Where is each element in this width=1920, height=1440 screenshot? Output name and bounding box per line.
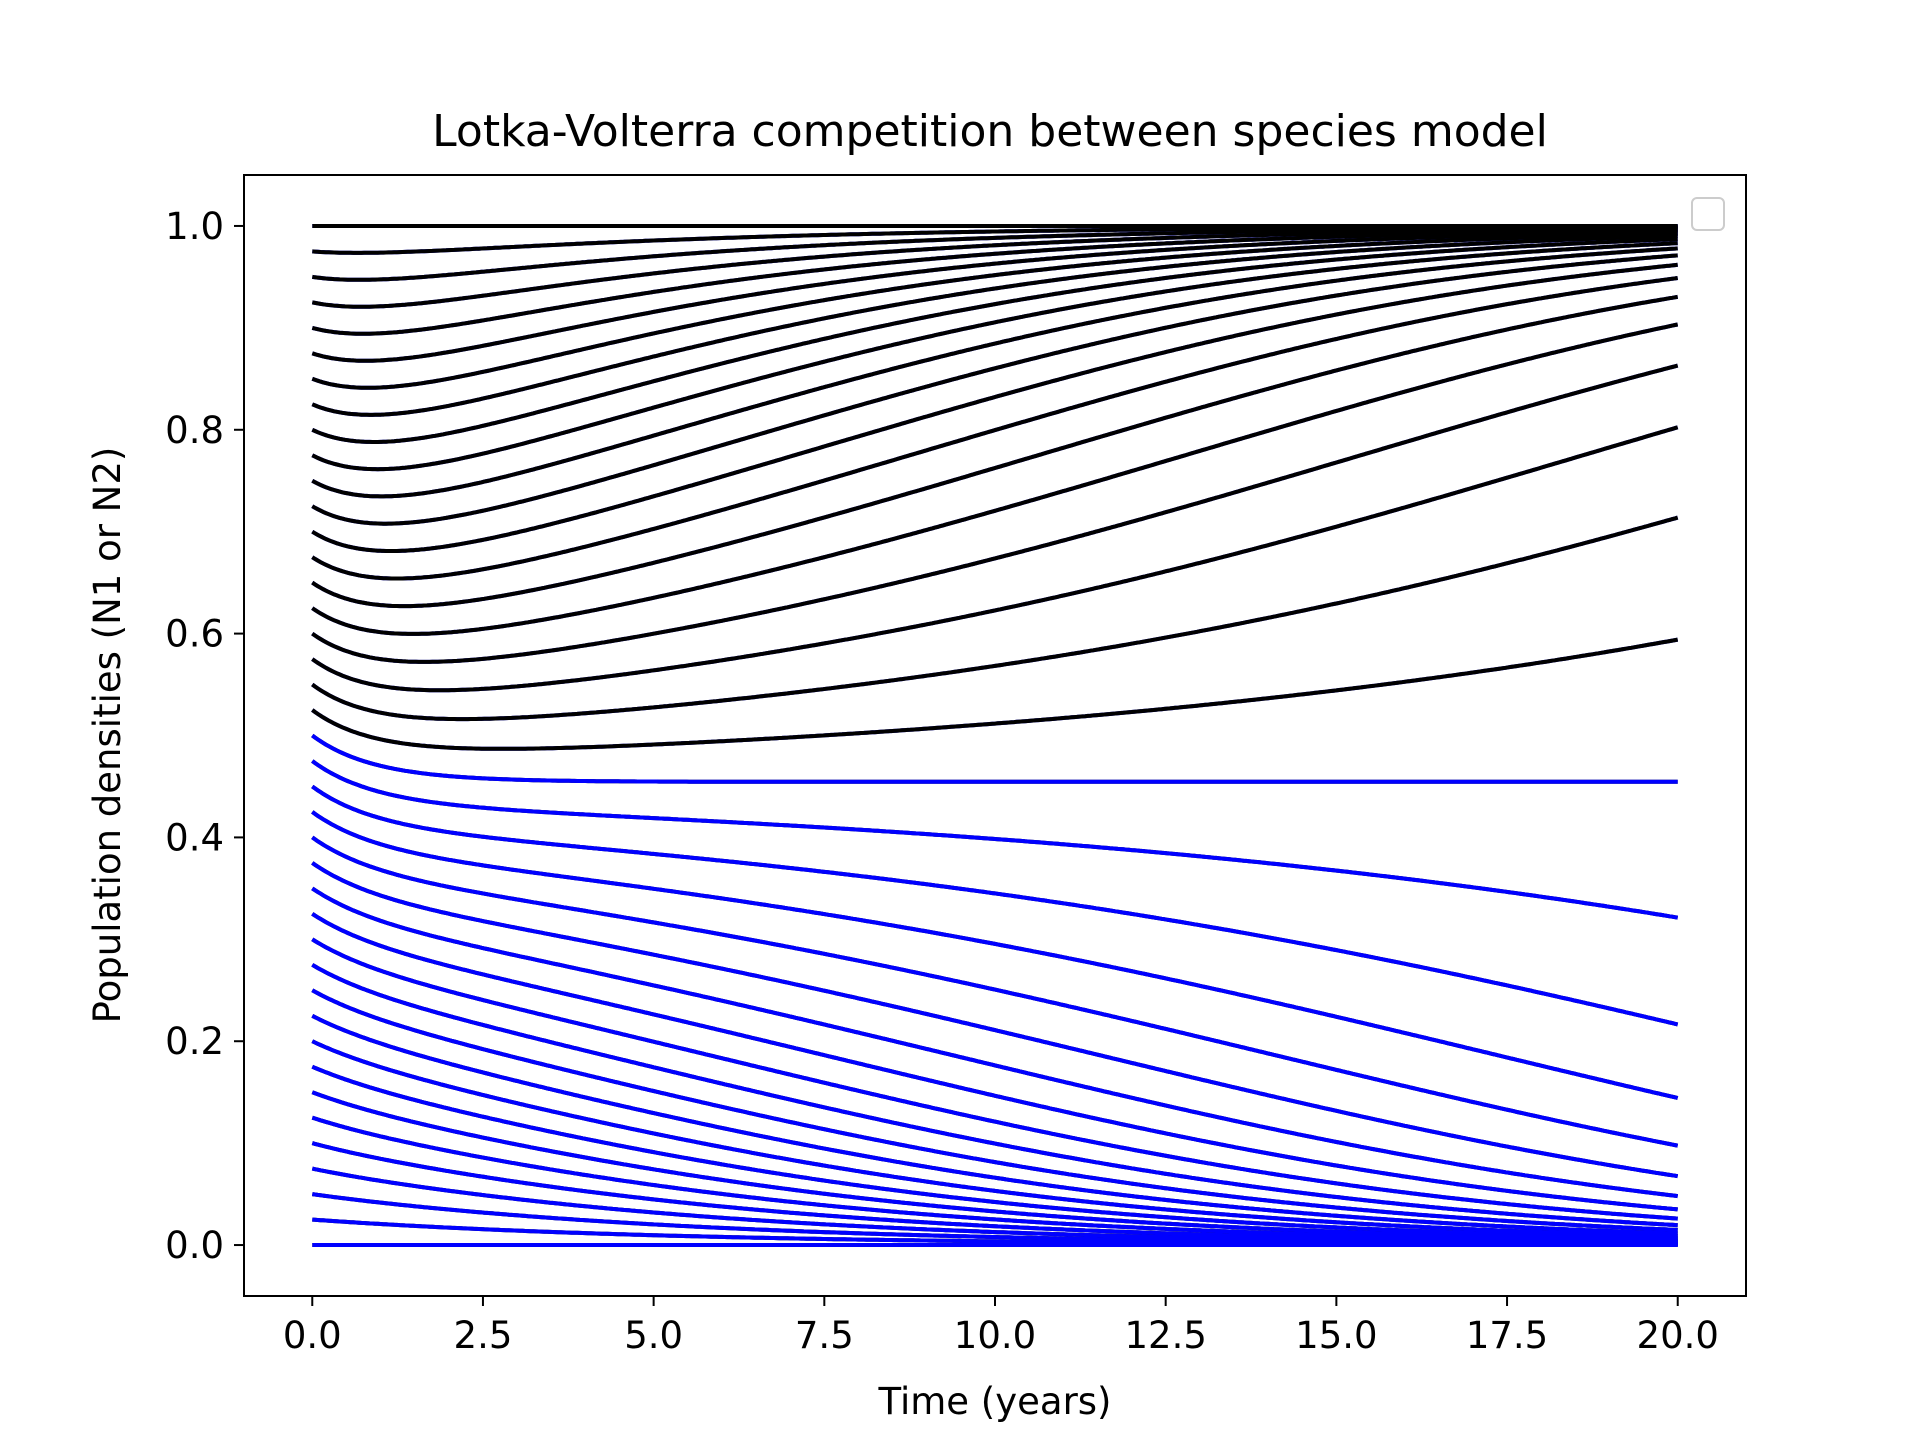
n2-line-21 — [311, 759, 1678, 920]
n1-line-24 — [311, 363, 1679, 664]
n1-line-27 — [311, 276, 1678, 581]
n1-line-21 — [311, 637, 1679, 751]
n1-line-34 — [311, 231, 1678, 390]
x-axis-label: Time (years) — [877, 1380, 1111, 1423]
n2-line-35 — [311, 1115, 1678, 1244]
n2-line-24 — [311, 835, 1679, 1148]
x-tick-label: 7.5 — [795, 1314, 854, 1357]
y-axis-label: Population densities (N1 or N2) — [86, 447, 129, 1024]
n1-line-37 — [311, 226, 1678, 309]
n1-line-30 — [311, 246, 1678, 499]
n1-line-23 — [311, 425, 1679, 693]
legend-box — [1691, 197, 1725, 231]
plot-lines — [311, 224, 1679, 1247]
n2-line-23 — [311, 810, 1679, 1100]
n1-line-32 — [311, 237, 1678, 444]
n2-line-25 — [311, 861, 1679, 1179]
n2-line-30 — [311, 988, 1678, 1232]
y-tick-label: 0.6 — [165, 613, 224, 656]
n2-line-32 — [311, 1039, 1678, 1239]
n2-line-22 — [311, 784, 1679, 1027]
n1-line-22 — [311, 515, 1679, 722]
n1-line-33 — [311, 234, 1678, 417]
x-tick-label: 17.5 — [1466, 1314, 1548, 1357]
n2-line-34 — [311, 1090, 1678, 1242]
x-tick-label: 20.0 — [1637, 1314, 1719, 1357]
n1-line-25 — [311, 322, 1679, 636]
n1-line-35 — [311, 229, 1678, 363]
x-tick-label: 2.5 — [454, 1314, 513, 1357]
n1-line-36 — [311, 228, 1678, 336]
n1-line-28 — [311, 262, 1678, 553]
y-axis: 0.0 0.2 0.4 0.6 0.8 1.0 — [165, 205, 244, 1267]
y-tick-label: 0.8 — [165, 409, 224, 452]
x-tick-label: 15.0 — [1295, 1314, 1377, 1357]
n2-line-28 — [311, 937, 1678, 1221]
n1-line-31 — [311, 241, 1678, 472]
y-tick-label: 1.0 — [165, 205, 224, 248]
x-axis: 0.0 2.5 5.0 7.5 10.0 12.5 15.0 17.5 20.0 — [283, 1296, 1719, 1357]
n1-line-29 — [311, 253, 1678, 526]
n2-line-31 — [311, 1014, 1678, 1236]
x-tick-label: 5.0 — [624, 1314, 683, 1357]
chart-title: Lotka-Volterra competition between speci… — [432, 106, 1548, 157]
x-tick-label: 10.0 — [954, 1314, 1036, 1357]
y-tick-label: 0.2 — [165, 1020, 224, 1063]
n2-line-27 — [311, 912, 1678, 1212]
y-tick-label: 0.0 — [165, 1224, 224, 1267]
n2-line-33 — [311, 1064, 1678, 1241]
y-tick-label: 0.4 — [165, 816, 224, 859]
n2-line-29 — [311, 963, 1678, 1228]
n1-line-26 — [311, 294, 1678, 609]
x-tick-label: 0.0 — [283, 1314, 342, 1357]
n2-line-20 — [311, 733, 1678, 784]
n2-line-26 — [311, 886, 1678, 1199]
x-tick-label: 12.5 — [1124, 1314, 1206, 1357]
